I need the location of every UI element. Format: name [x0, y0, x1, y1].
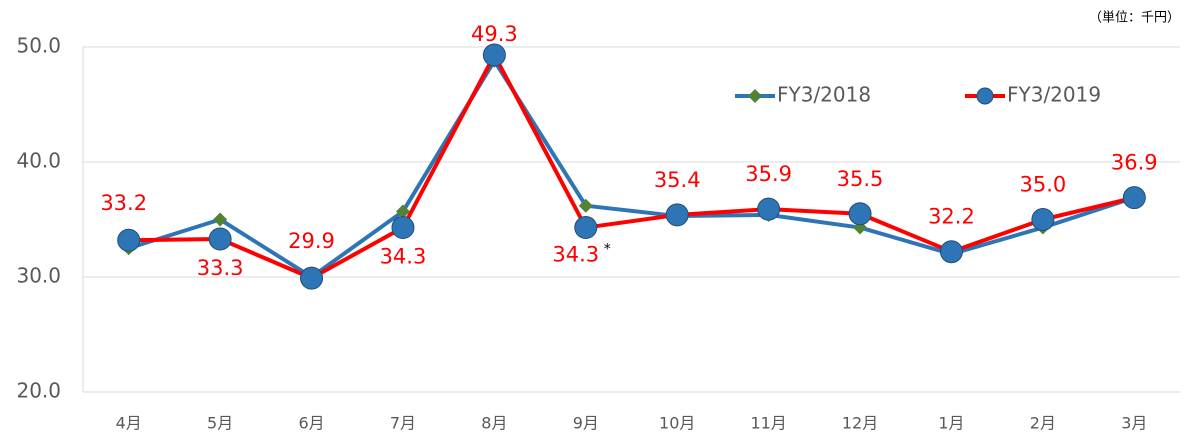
x-tick-label: 2月 [1030, 414, 1056, 433]
y-tick-label: 20.0 [16, 379, 61, 403]
point [757, 197, 781, 221]
point [208, 227, 232, 251]
value-label: 33.3 [197, 256, 244, 280]
value-label: 35.5 [837, 167, 884, 191]
x-tick-label: 3月 [1121, 414, 1147, 433]
series-line [128, 58, 1135, 279]
value-label: 35.4 [654, 168, 701, 192]
value-label: 49.3 [471, 22, 518, 46]
value-label: 32.2 [928, 205, 975, 229]
x-tick-label: 9月 [573, 414, 599, 433]
y-tick-label: 40.0 [16, 149, 61, 173]
x-tick-label: 4月 [116, 414, 142, 433]
point [117, 228, 141, 252]
x-tick-label: 8月 [481, 414, 507, 433]
x-tick-label: 12月 [842, 414, 878, 433]
x-tick-label: 1月 [938, 414, 964, 433]
value-label: 35.0 [1019, 173, 1066, 197]
point [939, 240, 963, 264]
point [665, 203, 689, 227]
unit-label: （単位：千円） [1089, 10, 1180, 26]
y-tick-label: 30.0 [16, 264, 61, 288]
point [213, 212, 228, 227]
x-tick-label: 6月 [298, 414, 324, 433]
x-tick-label: 7月 [390, 414, 416, 433]
legend-marker [748, 89, 762, 103]
legend-marker [976, 87, 994, 105]
x-tick-label: 11月 [750, 414, 786, 433]
point [1031, 208, 1055, 231]
point [848, 202, 872, 226]
point [482, 43, 506, 67]
value-label: 34.3 [552, 243, 599, 267]
legend-label: FY3/2019 [1007, 83, 1101, 107]
value-label: 35.9 [745, 162, 792, 186]
point [574, 216, 598, 240]
legend-label: FY3/2018 [777, 83, 871, 107]
point [578, 198, 593, 213]
point [391, 216, 415, 240]
point [1122, 186, 1146, 210]
x-tick-label: 10月 [659, 414, 695, 433]
value-label: 34.3 [380, 245, 427, 269]
value-label: 29.9 [288, 229, 335, 253]
series-line [128, 53, 1135, 281]
y-tick-label: 50.0 [16, 34, 61, 58]
point [395, 204, 410, 219]
value-label: 36.9 [1111, 151, 1158, 175]
point [300, 266, 324, 290]
x-tick-label: 5月 [207, 414, 233, 433]
annotation: * [604, 242, 611, 258]
value-label: 33.2 [100, 191, 147, 215]
